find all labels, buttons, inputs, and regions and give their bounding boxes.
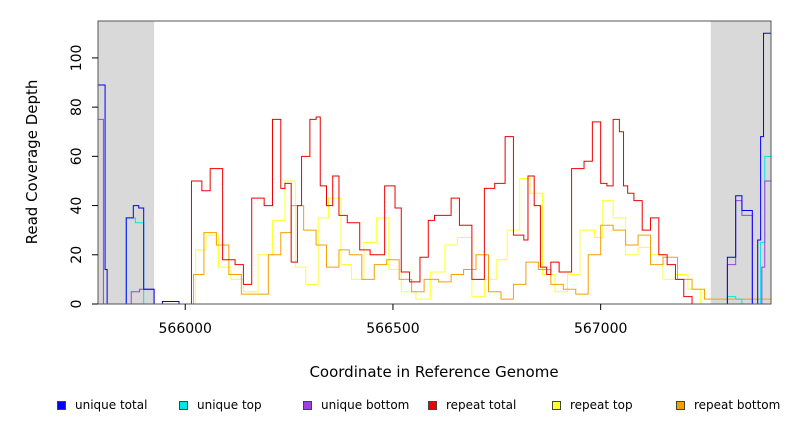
legend-item-repeat-total: repeat total	[428, 398, 516, 412]
legend-label: repeat bottom	[694, 398, 781, 412]
coverage-chart: 566000 566500 567000 0 20 40 60 80 100 Coordina…	[23, 20, 772, 381]
legend-item-unique-total: unique total	[57, 398, 147, 412]
legend-swatch	[303, 400, 312, 410]
y-tick-label: 40	[69, 197, 85, 215]
shaded-region-2	[710, 21, 771, 304]
legend-label: unique total	[75, 398, 148, 412]
legend-label: unique bottom	[321, 398, 410, 412]
legend-label: repeat total	[446, 398, 517, 412]
x-tick-label: 566000	[159, 321, 212, 337]
legend-item-repeat-bottom: repeat bottom	[676, 398, 780, 412]
legend-label: repeat top	[570, 398, 633, 412]
y-axis: 0 20 40 60 80 100	[69, 45, 98, 309]
series-unique-total	[98, 32, 771, 304]
series-lines	[98, 32, 771, 304]
y-axis-label: Read Coverage Depth	[23, 80, 41, 245]
y-tick-label: 80	[69, 98, 85, 116]
legend-swatch	[552, 400, 561, 410]
series-repeat-total	[98, 116, 771, 304]
x-tick-label: 567000	[574, 321, 627, 337]
legend-item-unique-bottom: unique bottom	[303, 398, 409, 412]
series-unique-top	[98, 155, 771, 304]
plot-frame	[97, 20, 772, 305]
legend-swatch	[676, 400, 685, 410]
legend-item-repeat-top: repeat top	[552, 398, 633, 412]
shaded-regions	[98, 21, 771, 304]
x-axis-label: Coordinate in Reference Genome	[309, 363, 558, 381]
x-axis: 566000 566500 567000	[159, 304, 627, 337]
y-tick-label: 60	[69, 147, 85, 165]
legend-swatch	[428, 400, 437, 410]
legend-swatch	[179, 400, 188, 410]
y-tick-label: 100	[69, 45, 85, 72]
series-repeat-bottom	[98, 205, 771, 304]
y-tick-label: 20	[69, 246, 85, 264]
legend-swatch	[57, 400, 66, 410]
x-tick-label: 566500	[366, 321, 419, 337]
y-tick-label: 0	[69, 300, 85, 309]
series-unique-bottom	[98, 118, 771, 304]
legend-item-unique-top: unique top	[179, 398, 262, 412]
legend-label: unique top	[197, 398, 262, 412]
series-repeat-top	[98, 177, 771, 304]
chart-legend: unique total unique top unique bottom repea…	[0, 398, 792, 420]
